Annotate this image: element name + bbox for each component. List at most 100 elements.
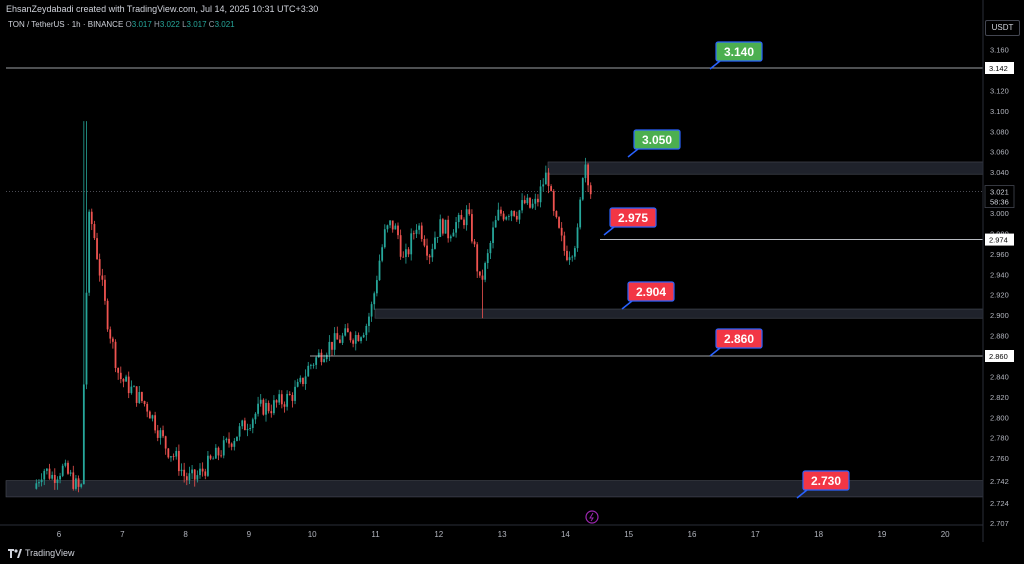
candle-body xyxy=(515,215,518,220)
candle-body xyxy=(336,333,339,340)
candle-body xyxy=(460,214,463,220)
price-callout-label: 3.050 xyxy=(642,133,672,147)
candle-body xyxy=(317,352,320,358)
candle-body xyxy=(267,402,270,412)
candle-body xyxy=(40,479,43,483)
candle-body xyxy=(117,367,120,373)
countdown-text: 58:36 xyxy=(990,198,1009,207)
time-tick-label: 17 xyxy=(751,530,760,539)
price-tick-label: 2.707 xyxy=(990,519,1009,528)
price-callout-box[interactable] xyxy=(633,129,681,150)
candle-body xyxy=(88,211,91,293)
candle-body xyxy=(439,219,442,238)
candle-body xyxy=(568,257,571,261)
candle-body xyxy=(283,404,286,407)
candle-body xyxy=(51,474,54,479)
candle-body xyxy=(309,364,312,366)
candle-body xyxy=(270,411,273,414)
candle-body xyxy=(294,386,296,401)
candle-body xyxy=(497,209,500,221)
candle-body xyxy=(346,328,349,333)
candle-body xyxy=(476,244,479,272)
candle-body xyxy=(114,341,117,368)
candle-body xyxy=(64,462,67,466)
currency-button[interactable]: USDT xyxy=(985,20,1020,36)
candle-body xyxy=(38,482,40,484)
candle-body xyxy=(521,200,523,211)
candle-body xyxy=(233,440,236,447)
candle-body xyxy=(412,233,415,235)
candle-body xyxy=(560,227,563,236)
candle-body xyxy=(587,164,589,186)
symbol-legend[interactable]: TON / TetherUS · 1h · BINANCE O3.017 H3.… xyxy=(8,20,235,29)
candle-body xyxy=(584,164,587,179)
price-callout-box[interactable] xyxy=(715,41,763,62)
candle-body xyxy=(162,430,164,437)
candle-body xyxy=(386,225,389,230)
current-price-badge xyxy=(984,185,1015,208)
candle-body xyxy=(463,219,465,226)
candle-body xyxy=(262,399,265,415)
time-tick-label: 12 xyxy=(434,530,443,539)
candle-body xyxy=(494,220,497,228)
price-callout-box[interactable] xyxy=(609,207,657,228)
candle-body xyxy=(447,219,450,239)
candle-body xyxy=(254,413,257,420)
candle-body xyxy=(98,259,101,276)
price-tick-label: 2.820 xyxy=(990,393,1009,402)
zone-box[interactable] xyxy=(374,308,984,319)
candle-body xyxy=(539,186,542,203)
candle-body xyxy=(373,293,376,305)
candle-body xyxy=(180,469,183,472)
candle-body xyxy=(552,191,555,212)
price-callout-box[interactable] xyxy=(715,328,763,349)
candle-body xyxy=(368,316,370,326)
candle-body xyxy=(143,401,146,404)
candle-body xyxy=(185,476,188,481)
price-callout-box[interactable] xyxy=(627,281,675,302)
candle-body xyxy=(146,403,149,412)
chart-attribution: EhsanZeydabadi created with TradingView.… xyxy=(6,4,319,14)
price-tick-label: 2.760 xyxy=(990,454,1009,463)
candle-body xyxy=(576,227,579,249)
candle-body xyxy=(423,238,426,246)
candle-body xyxy=(344,328,347,336)
candle-body xyxy=(93,224,96,239)
time-tick-label: 15 xyxy=(624,530,633,539)
candle-body xyxy=(96,238,98,260)
candle-body xyxy=(405,249,407,257)
price-callout-label: 3.140 xyxy=(724,45,754,59)
price-tick-label: 3.120 xyxy=(990,86,1009,95)
candle-body xyxy=(175,450,178,457)
candle-body xyxy=(375,280,378,294)
candle-body xyxy=(563,235,566,251)
callout-connector xyxy=(603,226,615,236)
candle-body xyxy=(391,220,394,230)
candle-body xyxy=(402,256,405,258)
price-axis-badge-text: 2.974 xyxy=(989,236,1008,245)
candle-body xyxy=(370,304,373,317)
callout-connector xyxy=(796,489,808,499)
price-tick-label: 3.040 xyxy=(990,168,1009,177)
candle-body xyxy=(534,198,537,204)
candle-body xyxy=(566,250,568,261)
time-tick-label: 18 xyxy=(814,530,823,539)
callout-connector xyxy=(709,347,721,357)
candle-body xyxy=(333,333,336,350)
candle-body xyxy=(217,447,220,456)
price-callout-label: 2.730 xyxy=(811,474,841,488)
candle-body xyxy=(510,210,513,217)
candle-body xyxy=(265,402,267,415)
candle-body xyxy=(354,334,357,344)
zone-box[interactable] xyxy=(547,161,984,175)
price-tick-label: 2.742 xyxy=(990,477,1009,486)
candle-body xyxy=(183,469,186,477)
price-callout-box[interactable] xyxy=(802,470,850,491)
candle-body xyxy=(172,456,175,457)
tradingview-logo[interactable]: TradingView xyxy=(8,548,75,559)
candle-body xyxy=(222,440,225,456)
event-marker[interactable] xyxy=(585,510,599,524)
candle-body xyxy=(383,229,386,248)
candle-body xyxy=(286,393,289,407)
